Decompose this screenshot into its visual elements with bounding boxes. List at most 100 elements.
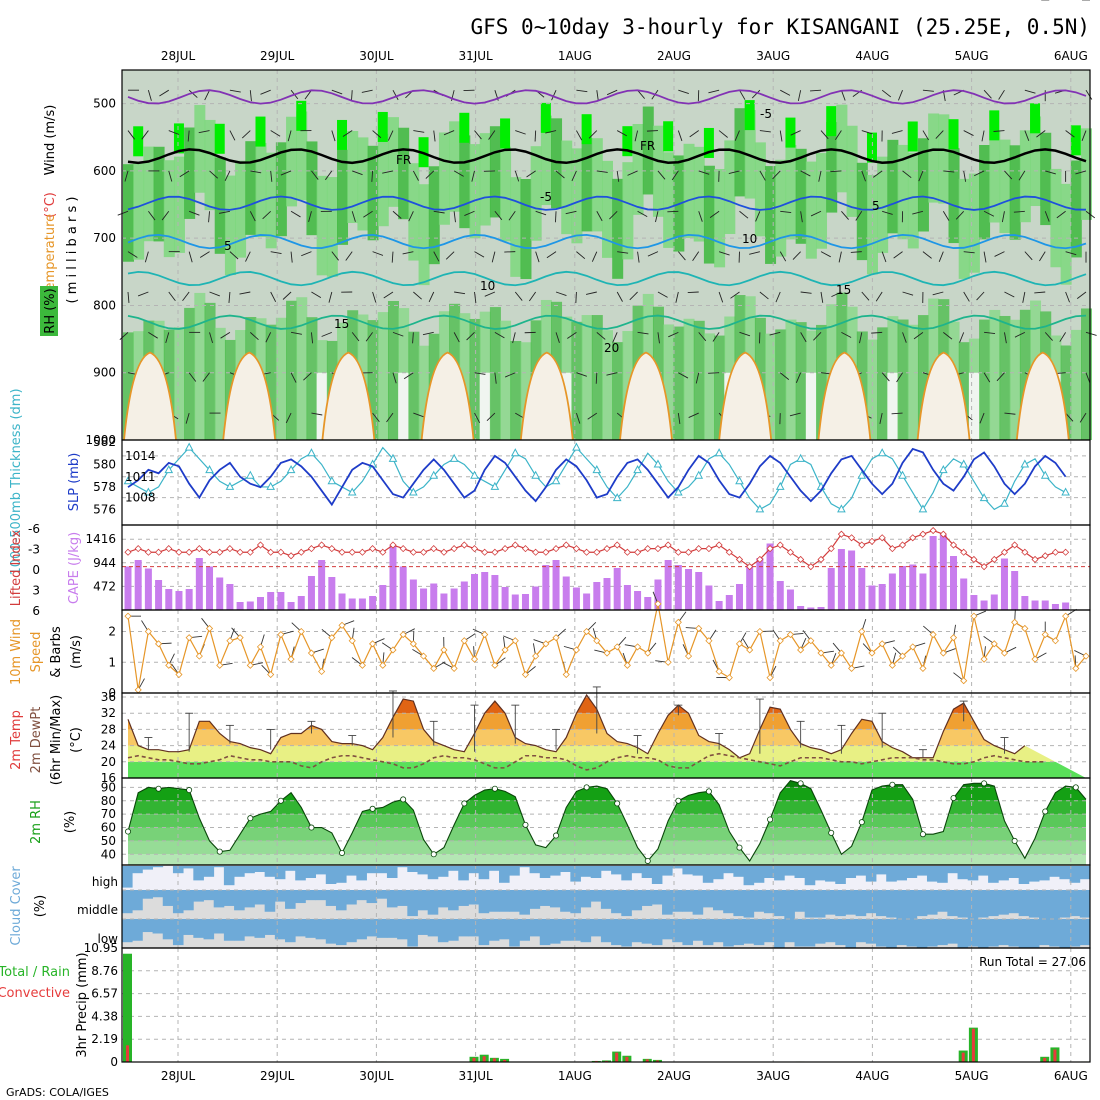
contour-label: 15 (334, 317, 349, 331)
rh-low-band (703, 333, 715, 440)
wind-barb (709, 210, 720, 218)
cloud-bar-middle (804, 890, 816, 918)
rh-mid-band (428, 166, 440, 265)
rh-low-band (520, 342, 532, 440)
wind-barb (220, 331, 231, 339)
precip-convective-bar (126, 1045, 129, 1062)
wind-barb (229, 130, 236, 141)
wind-barb (488, 130, 496, 140)
lifted-index-marker (256, 541, 265, 549)
rh-mid-band (602, 160, 613, 258)
cloud-bar-high (814, 866, 826, 881)
cape-bar (338, 593, 346, 610)
lifted-index-marker (491, 548, 499, 556)
lifted-index-marker (674, 548, 682, 556)
wind-barb (413, 412, 424, 418)
wind-speed-marker (868, 649, 876, 657)
precip-convective-bar (482, 1056, 486, 1062)
wind-barb (739, 210, 749, 219)
lifted-index-marker (338, 548, 346, 556)
cape-bar (185, 589, 193, 610)
rh-high-patch (785, 117, 796, 148)
rh-mid-band (642, 106, 654, 195)
cloud-bar-high (590, 866, 602, 878)
lifted-index-marker (603, 545, 611, 553)
cloud-bar-middle (437, 890, 449, 908)
lifted-index-marker (746, 563, 754, 571)
lifted-index-marker (542, 548, 550, 556)
wind-barb (287, 130, 292, 142)
y-tick-label: 1 (108, 655, 116, 669)
wind-barb (179, 170, 190, 178)
cloud-bar-low (988, 919, 999, 947)
x-tick-label-top: 4AUG (855, 49, 889, 63)
cloud-bar-low (529, 919, 541, 937)
wind-barb (372, 291, 377, 303)
x-tick-label-bottom: 30JUL (359, 1069, 394, 1083)
contour-label: 5 (224, 239, 232, 253)
thickness-marker (755, 504, 765, 513)
rh-mid-band (245, 141, 257, 235)
rh-high-patch (500, 118, 511, 149)
rh-marker (614, 800, 621, 807)
wind-speed-marker (358, 661, 366, 669)
wind-barb (692, 251, 700, 262)
cloud-bar-high (906, 866, 918, 878)
cloud-bar-middle (295, 890, 306, 904)
wind-barb (775, 291, 781, 303)
wind-speed-marker (307, 649, 316, 657)
wind-barb (311, 291, 322, 299)
lifted-index-marker (766, 545, 774, 553)
thickness-marker (510, 448, 520, 457)
contour-label: FR (396, 153, 411, 167)
cloud-bar-low (621, 919, 632, 947)
wind-barb (321, 331, 332, 337)
cloud-bar-middle (335, 890, 347, 911)
lifted-index-marker (623, 548, 631, 556)
cloud-bar-high (1008, 866, 1020, 878)
x-tick-label-bottom: 29JUL (260, 1069, 295, 1083)
cloud-bar-middle (305, 890, 316, 901)
rh-mid-band (724, 140, 736, 235)
wind-barb (637, 251, 640, 263)
y-tick-label: 32 (101, 706, 116, 720)
wind-speed-marker (960, 677, 968, 685)
cloud-bar-low (213, 919, 225, 934)
wind-barb (1034, 291, 1046, 294)
cloud-bar-middle (794, 890, 806, 912)
wind-barb (204, 89, 210, 101)
wind-barb (433, 251, 440, 262)
rh-band (128, 780, 1086, 788)
wind-speed-marker (664, 658, 672, 666)
cape-bar (776, 581, 784, 610)
lifted-index-marker (735, 555, 744, 564)
thickness-marker (653, 459, 663, 468)
cape-bar (746, 565, 754, 610)
wind-barb (734, 130, 740, 141)
wind-speed-marker (542, 640, 550, 648)
warm-contour (519, 351, 574, 441)
cloud-label-middle: middle (77, 903, 118, 917)
cape-bar (124, 566, 132, 610)
wind-speed-marker (440, 646, 448, 654)
cloud-bar-high (712, 866, 724, 880)
cloud-bar-high (672, 866, 683, 869)
cloud-bar-middle (499, 890, 510, 912)
lifted-index-marker (848, 534, 856, 542)
x-tick-label-top: 5AUG (955, 49, 989, 63)
y-tick-label: 90 (101, 780, 116, 794)
cloud-bar-middle (529, 890, 541, 909)
cloud-bar-low (132, 919, 143, 941)
lifted-index-marker (521, 545, 530, 553)
cape-bar (450, 588, 458, 610)
cape-bar (134, 560, 142, 610)
rh-low-band (683, 318, 695, 440)
wind-barb (1065, 130, 1075, 138)
rh-mid-band (500, 146, 512, 242)
pressure-axis-label: ( m i l l i b a r s ) (65, 197, 80, 304)
wind-barb (350, 90, 353, 102)
wind-barb (1004, 291, 1015, 298)
rh-mid-band (1040, 132, 1052, 226)
cloud-bar-middle (845, 890, 857, 915)
thickness-marker (796, 453, 805, 462)
